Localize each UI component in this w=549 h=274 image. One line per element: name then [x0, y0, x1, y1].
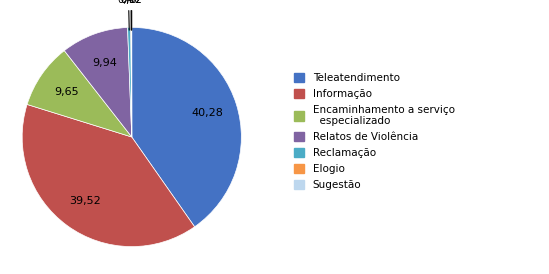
Wedge shape [131, 27, 132, 137]
Legend: Teleatendimento, Informação, Encaminhamento a serviço
  especializado, Relatos d: Teleatendimento, Informação, Encaminhame… [290, 70, 458, 193]
Wedge shape [127, 27, 132, 137]
Text: 0,47: 0,47 [117, 0, 139, 30]
Wedge shape [22, 104, 194, 247]
Text: 0,12: 0,12 [0, 273, 1, 274]
Wedge shape [132, 27, 242, 227]
Text: 0,02: 0,02 [121, 0, 143, 30]
Wedge shape [64, 27, 132, 137]
Text: 0,02: 0,02 [0, 273, 1, 274]
Text: 39,52: 39,52 [69, 196, 101, 206]
Text: 40,28: 40,28 [191, 108, 223, 118]
Wedge shape [27, 51, 132, 137]
Text: 0,12: 0,12 [120, 0, 142, 30]
Text: 9,65: 9,65 [54, 87, 79, 97]
Text: 9,94: 9,94 [92, 58, 117, 68]
Text: 0,47: 0,47 [0, 273, 1, 274]
